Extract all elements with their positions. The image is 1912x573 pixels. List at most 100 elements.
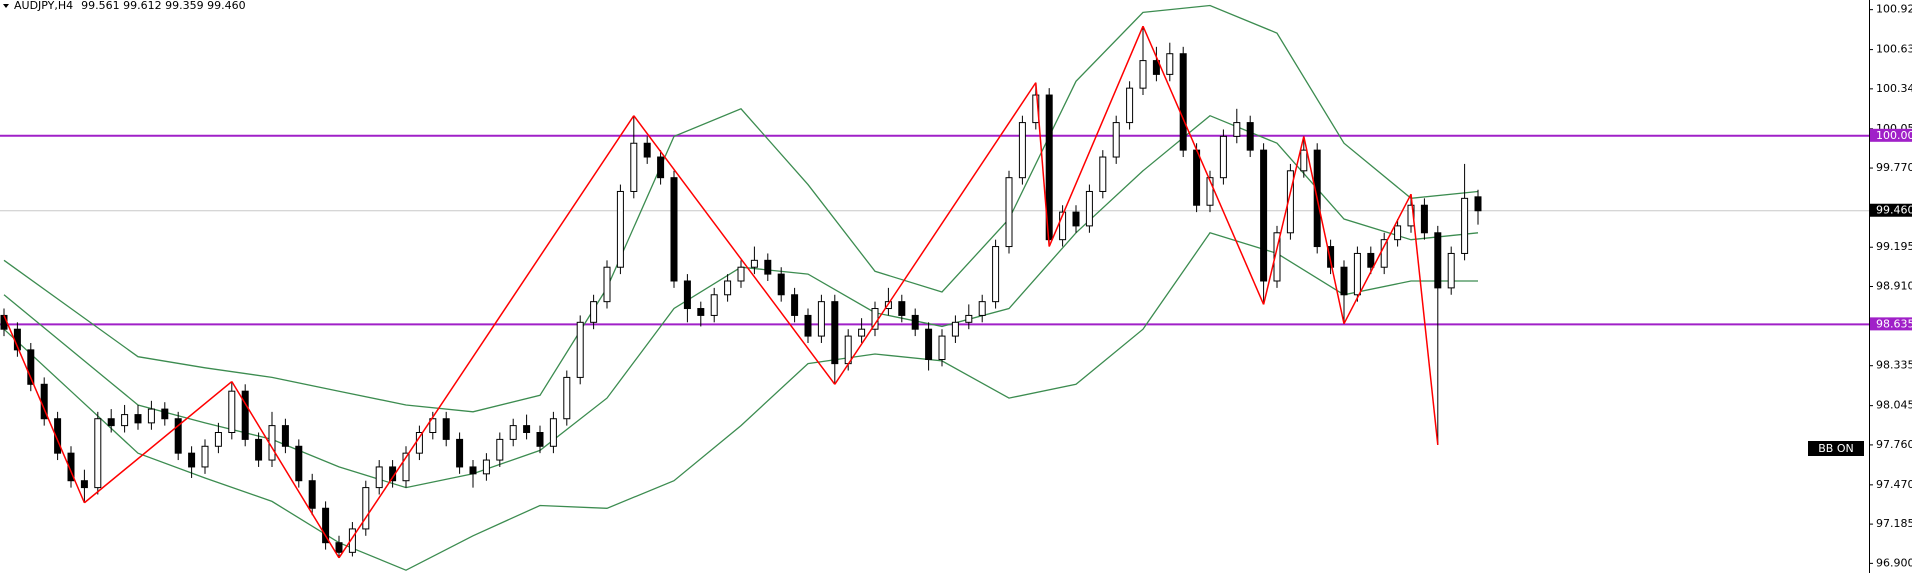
candle-body [335, 542, 343, 553]
candle-body [94, 418, 102, 489]
candle-body [576, 321, 584, 378]
candle-body [469, 466, 477, 475]
zigzag-segment [1410, 194, 1439, 445]
candle-body [295, 445, 303, 482]
candle-body [1072, 211, 1080, 227]
candle-body [201, 445, 209, 468]
zigzag-segment [83, 380, 233, 504]
candle-body [402, 452, 410, 482]
zigzag-segment [1262, 136, 1305, 305]
candle-body [496, 438, 504, 461]
candle-body [750, 259, 758, 268]
candle-body [898, 301, 906, 316]
candle-body [1447, 252, 1455, 289]
candle-body [1367, 252, 1375, 268]
last-price-label: 99.460 [1876, 204, 1912, 217]
candle-body [1300, 149, 1308, 172]
candle-body [1260, 149, 1268, 282]
candle-body [348, 528, 356, 553]
candle-body [1461, 197, 1469, 254]
candle-body [241, 390, 249, 440]
candle-body [1139, 60, 1147, 89]
y-tick-label: 98.045 [1876, 399, 1912, 412]
zigzag-segment [1343, 193, 1412, 325]
candle-body [737, 266, 745, 282]
candle-body [228, 390, 236, 434]
last-price-box [1870, 203, 1912, 217]
candle-body [1193, 149, 1201, 206]
candle-body [1032, 94, 1040, 124]
candle-body [255, 438, 263, 461]
candle-body [951, 321, 959, 337]
candle-body [858, 328, 866, 337]
candle-body [322, 507, 330, 544]
candle-body [938, 335, 946, 361]
candle-body [1112, 122, 1120, 158]
candle-body [697, 308, 705, 316]
candle-body [54, 418, 62, 454]
candle-body [1353, 252, 1361, 296]
candle-body [1233, 122, 1241, 137]
y-tick-label: 97.470 [1876, 478, 1912, 491]
candle-body [509, 425, 517, 440]
candle-body [978, 301, 986, 316]
candle-body [1327, 246, 1335, 268]
zigzag-segment [338, 115, 635, 559]
level-label: 100.004 [1876, 129, 1912, 142]
candle-body [630, 142, 638, 192]
candle-body [1434, 232, 1442, 289]
candle-body [1126, 87, 1134, 124]
candle-body [603, 266, 611, 303]
candle-body [804, 314, 812, 337]
candle-body [67, 452, 75, 482]
candle-body [925, 328, 933, 361]
chart-subtitle: 99.561 99.612 99.359 99.460 [81, 0, 245, 12]
annotation-box [1808, 441, 1864, 456]
candle-body [590, 301, 598, 323]
y-tick-label: 99.195 [1876, 240, 1912, 253]
zigzag-segment [1303, 136, 1345, 324]
candle-body [456, 438, 464, 468]
candle-body [429, 418, 437, 434]
bollinger-upper [3, 4, 1479, 413]
candle-body [1099, 156, 1107, 192]
y-tick-label: 97.760 [1876, 438, 1912, 451]
candle-body [965, 314, 973, 323]
candle-body [1246, 122, 1254, 151]
candle-body [1394, 225, 1402, 241]
candle-body [911, 314, 919, 330]
candle-body [1340, 266, 1348, 296]
candle-body [563, 376, 571, 420]
candle-body [362, 487, 370, 530]
candle-body [161, 408, 169, 420]
y-tick-label: 99.770 [1876, 161, 1912, 174]
candle-body [549, 418, 557, 447]
candle-body [1059, 211, 1067, 241]
candle-body [80, 480, 88, 489]
zigzag-segment [1035, 82, 1050, 247]
y-tick-label: 96.900 [1876, 556, 1912, 569]
zigzag-segment [3, 315, 86, 504]
candle-body [415, 432, 423, 454]
candle-body [1005, 177, 1013, 248]
level-label: 98.635 [1876, 317, 1912, 330]
zigzag-segment [1048, 25, 1144, 247]
candle-body [1420, 204, 1428, 234]
candle-body [844, 335, 852, 365]
candle-body [281, 425, 289, 447]
bollinger-lower [3, 232, 1478, 571]
candle-body [174, 418, 182, 454]
candle-body [188, 452, 196, 468]
candle-body [1273, 232, 1281, 282]
candle-body [791, 294, 799, 316]
candle-body [0, 314, 8, 330]
candle-body [1179, 53, 1187, 151]
zigzag-segment [1142, 25, 1265, 305]
candle-body [482, 459, 490, 475]
candle-body [1152, 60, 1160, 75]
candle-body [308, 480, 316, 509]
candle-body [147, 408, 155, 424]
candle-body [817, 301, 825, 337]
y-tick-label: 100.920 [1876, 3, 1912, 16]
